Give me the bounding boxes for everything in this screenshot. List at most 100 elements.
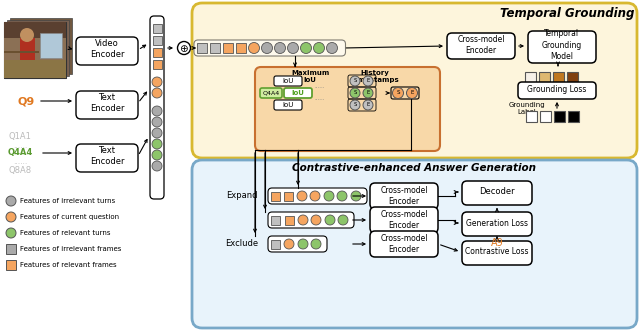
Bar bbox=[271, 215, 280, 224]
Text: ......: ...... bbox=[315, 97, 325, 102]
Circle shape bbox=[284, 239, 294, 249]
Bar bbox=[152, 24, 161, 33]
Text: ......: ...... bbox=[13, 157, 27, 166]
Circle shape bbox=[6, 212, 16, 222]
Circle shape bbox=[326, 43, 337, 54]
FancyBboxPatch shape bbox=[192, 160, 637, 328]
Text: Cross-model
Encoder: Cross-model Encoder bbox=[380, 210, 428, 230]
FancyBboxPatch shape bbox=[268, 212, 354, 228]
Circle shape bbox=[152, 139, 162, 149]
Bar bbox=[4, 22, 66, 38]
FancyBboxPatch shape bbox=[284, 88, 312, 98]
Text: E: E bbox=[366, 91, 370, 96]
Bar bbox=[4, 60, 66, 78]
Circle shape bbox=[152, 161, 162, 171]
Circle shape bbox=[337, 191, 347, 201]
Text: S: S bbox=[353, 91, 356, 96]
Circle shape bbox=[350, 100, 360, 110]
Text: ......: ...... bbox=[315, 85, 325, 90]
Circle shape bbox=[298, 239, 308, 249]
Circle shape bbox=[311, 239, 321, 249]
Bar bbox=[4, 51, 39, 53]
Bar bbox=[197, 43, 207, 53]
Circle shape bbox=[406, 88, 417, 99]
Bar bbox=[236, 43, 246, 53]
FancyBboxPatch shape bbox=[462, 181, 532, 205]
FancyBboxPatch shape bbox=[528, 31, 596, 63]
Bar bbox=[540, 111, 550, 122]
FancyBboxPatch shape bbox=[150, 16, 164, 199]
Bar bbox=[6, 244, 16, 254]
FancyBboxPatch shape bbox=[194, 40, 346, 56]
Circle shape bbox=[248, 43, 259, 54]
FancyBboxPatch shape bbox=[192, 3, 637, 158]
Text: Features of relevant turns: Features of relevant turns bbox=[20, 230, 111, 236]
Bar bbox=[40, 33, 62, 58]
Circle shape bbox=[363, 76, 373, 86]
Circle shape bbox=[301, 43, 312, 54]
FancyBboxPatch shape bbox=[462, 241, 532, 265]
Circle shape bbox=[350, 88, 360, 98]
Bar bbox=[554, 111, 564, 122]
Circle shape bbox=[152, 150, 162, 160]
FancyBboxPatch shape bbox=[274, 76, 302, 86]
Circle shape bbox=[338, 215, 348, 225]
Bar bbox=[568, 111, 579, 122]
FancyBboxPatch shape bbox=[76, 91, 138, 119]
Text: Decoder: Decoder bbox=[479, 187, 515, 196]
Text: Expand: Expand bbox=[227, 191, 258, 200]
Bar bbox=[6, 260, 16, 270]
Circle shape bbox=[325, 215, 335, 225]
Text: $\oplus$: $\oplus$ bbox=[179, 43, 189, 54]
Text: Grounding Loss: Grounding Loss bbox=[527, 86, 587, 95]
Bar bbox=[152, 48, 161, 57]
Circle shape bbox=[297, 191, 307, 201]
Bar bbox=[223, 43, 233, 53]
FancyBboxPatch shape bbox=[370, 207, 438, 233]
Bar bbox=[538, 72, 550, 83]
FancyBboxPatch shape bbox=[268, 188, 367, 204]
Text: Cross-model
Encoder: Cross-model Encoder bbox=[380, 186, 428, 206]
Circle shape bbox=[350, 76, 360, 86]
Text: Temporal Grounding: Temporal Grounding bbox=[500, 7, 634, 20]
Text: Exclude: Exclude bbox=[225, 239, 258, 248]
Bar bbox=[525, 72, 536, 83]
Bar bbox=[271, 191, 280, 200]
Circle shape bbox=[152, 88, 162, 98]
FancyBboxPatch shape bbox=[76, 37, 138, 65]
Bar bbox=[7, 20, 69, 76]
Circle shape bbox=[6, 196, 16, 206]
Text: Q4A4: Q4A4 bbox=[8, 149, 33, 158]
Text: IoU: IoU bbox=[282, 102, 294, 108]
Circle shape bbox=[324, 191, 334, 201]
Circle shape bbox=[20, 28, 34, 42]
Text: E: E bbox=[366, 103, 370, 108]
Circle shape bbox=[152, 77, 162, 87]
Text: History
Timestamps: History Timestamps bbox=[351, 70, 399, 83]
Circle shape bbox=[363, 100, 373, 110]
Text: Text
Encoder: Text Encoder bbox=[90, 146, 124, 166]
FancyBboxPatch shape bbox=[370, 183, 438, 209]
Bar bbox=[525, 111, 536, 122]
Circle shape bbox=[152, 106, 162, 116]
FancyBboxPatch shape bbox=[447, 33, 515, 59]
Text: E: E bbox=[410, 91, 413, 96]
Circle shape bbox=[311, 215, 321, 225]
Text: Q4A4: Q4A4 bbox=[262, 91, 280, 96]
Circle shape bbox=[152, 117, 162, 127]
FancyBboxPatch shape bbox=[274, 100, 302, 110]
Circle shape bbox=[262, 43, 273, 54]
Bar bbox=[566, 72, 577, 83]
Text: ......: ...... bbox=[13, 141, 27, 150]
Text: S: S bbox=[396, 91, 400, 96]
Circle shape bbox=[177, 42, 191, 55]
Text: Q1A1: Q1A1 bbox=[8, 132, 31, 141]
Bar bbox=[552, 72, 563, 83]
Text: A9: A9 bbox=[491, 238, 504, 248]
FancyBboxPatch shape bbox=[255, 67, 440, 151]
Bar bbox=[152, 36, 161, 45]
Bar bbox=[152, 60, 161, 69]
Text: Contrastive-enhanced Answer Generation: Contrastive-enhanced Answer Generation bbox=[292, 163, 536, 173]
Bar bbox=[284, 191, 292, 200]
Text: Q9: Q9 bbox=[17, 96, 35, 106]
